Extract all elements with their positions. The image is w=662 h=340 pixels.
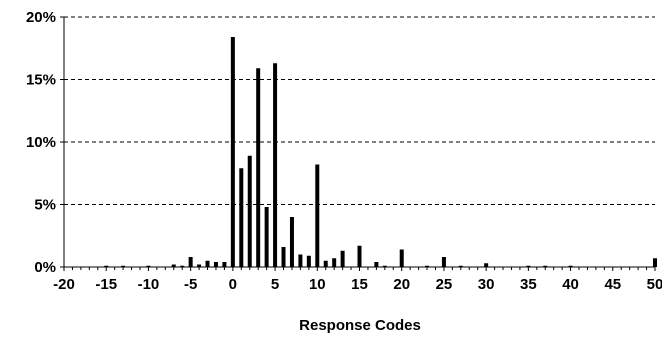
- bar-13: [340, 250, 345, 267]
- x-tick-label--10: -10: [138, 276, 160, 293]
- bar-5: [273, 63, 278, 267]
- bar-37: [543, 265, 548, 267]
- bars: [104, 37, 657, 267]
- x-tick-label-30: 30: [478, 276, 495, 293]
- bar-4: [264, 207, 269, 267]
- bar--1: [222, 262, 227, 267]
- x-axis-title: Response Codes: [299, 317, 421, 334]
- x-tick-label-0: 0: [229, 276, 237, 293]
- y-tick-label-0: 0%: [34, 259, 56, 276]
- axes: [60, 16, 656, 271]
- bar--10: [146, 265, 151, 267]
- y-tick-label-10: 10%: [26, 134, 56, 151]
- x-tick-label-15: 15: [351, 276, 368, 293]
- bar--6: [180, 265, 185, 267]
- x-tick-label-35: 35: [520, 276, 537, 293]
- bar-40: [568, 265, 573, 267]
- y-tick-label-5: 5%: [34, 197, 56, 214]
- bar-10: [315, 164, 320, 267]
- bar-15: [357, 245, 362, 267]
- bar-6: [281, 247, 286, 267]
- bar-18: [382, 265, 387, 267]
- y-tick-labels: 0% 5% 10% 15% 20%: [26, 9, 56, 276]
- bar-17: [374, 262, 379, 267]
- bar-2: [247, 155, 252, 267]
- bar--3: [205, 260, 210, 267]
- x-tick-label-10: 10: [309, 276, 326, 293]
- gridlines: [64, 16, 655, 205]
- bar-50: [653, 258, 657, 267]
- y-tick-label-15: 15%: [26, 72, 56, 89]
- bar-23: [425, 265, 430, 267]
- x-tick-label--15: -15: [95, 276, 117, 293]
- bar-8: [298, 254, 303, 267]
- bar-3: [256, 68, 261, 267]
- bar-25: [441, 257, 446, 267]
- x-tick-label-25: 25: [436, 276, 453, 293]
- bar--2: [213, 262, 218, 267]
- x-tick-labels: -20 -15 -10 -5 0 5 10 15 20 25 30 35 40 45 50: [53, 276, 662, 293]
- bar-20: [399, 249, 404, 267]
- x-tick-label-20: 20: [393, 276, 410, 293]
- bar--13: [121, 265, 126, 267]
- x-tick-label--5: -5: [184, 276, 197, 293]
- bar-1: [239, 168, 244, 267]
- bar-9: [306, 255, 311, 267]
- x-tick-label-45: 45: [604, 276, 621, 293]
- x-tick-label--20: -20: [53, 276, 75, 293]
- bar--15: [104, 265, 109, 267]
- bar-7: [289, 217, 294, 267]
- bar-35: [526, 265, 531, 267]
- y-tick-label-20: 20%: [26, 9, 56, 26]
- bar--7: [171, 264, 176, 267]
- bar-27: [458, 265, 463, 267]
- x-tick-label-40: 40: [562, 276, 579, 293]
- bar-12: [332, 258, 337, 267]
- bar-11: [323, 260, 328, 267]
- bar-0: [230, 37, 235, 267]
- x-tick-label-5: 5: [271, 276, 279, 293]
- bar-30: [484, 263, 489, 267]
- x-tick-label-50: 50: [647, 276, 662, 293]
- bar--5: [188, 257, 193, 267]
- bar--4: [197, 264, 202, 267]
